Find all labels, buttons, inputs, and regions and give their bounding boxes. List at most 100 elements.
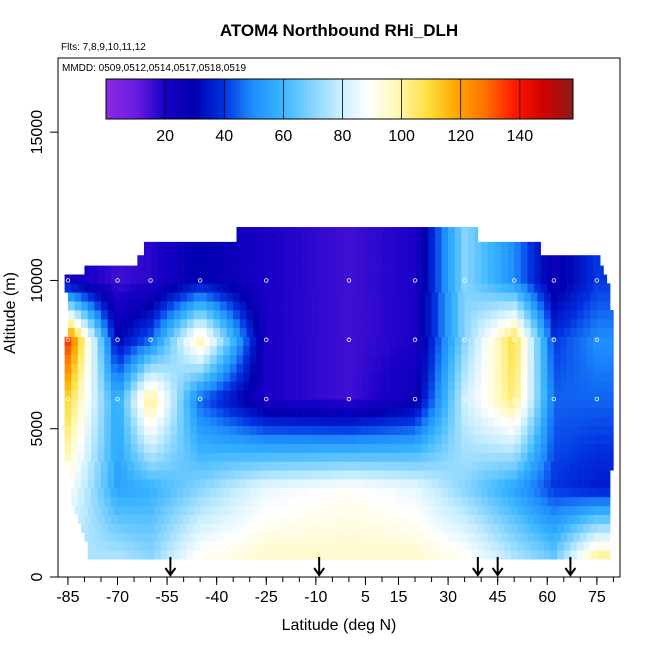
- heatmap-cell: [517, 461, 525, 471]
- heatmap-cell: [500, 255, 508, 266]
- heatmap-cell: [322, 390, 330, 400]
- heatmap-cell: [580, 452, 588, 462]
- heatmap-cell: [560, 354, 568, 364]
- heatmap-cell: [74, 318, 82, 329]
- heatmap-cell: [107, 318, 115, 329]
- heatmap-cell: [315, 283, 323, 293]
- heatmap-cell: [586, 452, 594, 462]
- heatmap-cell: [557, 470, 565, 480]
- heatmap-cell: [147, 470, 155, 480]
- colorbar-swatch: [249, 79, 253, 119]
- heatmap-cell: [299, 541, 307, 551]
- heatmap-cell: [229, 336, 237, 346]
- heatmap-cell: [458, 327, 465, 338]
- heatmap-cell: [269, 227, 277, 243]
- heatmap-cell: [547, 407, 555, 418]
- heatmap-cell: [553, 372, 561, 382]
- heatmap-cell: [117, 390, 125, 400]
- heatmap-cell: [322, 265, 330, 275]
- heatmap-cell: [216, 452, 224, 462]
- heatmap-cell: [236, 452, 244, 462]
- heatmap-cell: [398, 505, 406, 516]
- heatmap-cell: [543, 523, 551, 533]
- plot-frame: [57, 57, 621, 578]
- heatmap-cell: [593, 390, 601, 400]
- heatmap-cell: [454, 443, 462, 453]
- heatmap-cell: [305, 550, 313, 560]
- heatmap-cell: [547, 443, 555, 453]
- heatmap-cell: [600, 372, 608, 382]
- heatmap-cell: [395, 345, 403, 355]
- heatmap-cell: [424, 479, 432, 489]
- heatmap-cell: [434, 443, 442, 453]
- heatmap-cell: [299, 523, 307, 533]
- heatmap-cell: [388, 399, 396, 409]
- heatmap-cell: [329, 283, 336, 293]
- heatmap-cell: [461, 265, 469, 275]
- heatmap-cell: [464, 523, 472, 533]
- heatmap-cell: [216, 345, 224, 355]
- heatmap-cell: [243, 514, 251, 524]
- heatmap-cell: [143, 255, 151, 266]
- heatmap-cell: [87, 318, 95, 329]
- heatmap-cell: [381, 345, 389, 355]
- heatmap-cell: [547, 265, 555, 275]
- heatmap-cell: [243, 496, 251, 507]
- heatmap-cell: [163, 452, 171, 462]
- heatmap-cell: [494, 265, 502, 275]
- heatmap-cell: [577, 470, 584, 480]
- heatmap-cell: [431, 310, 439, 320]
- heatmap-cell: [471, 310, 479, 320]
- heatmap-cell: [391, 327, 399, 338]
- heatmap-cell: [239, 550, 247, 560]
- heatmap-cell: [193, 292, 201, 302]
- heatmap-cell: [520, 434, 528, 444]
- heatmap-cell: [114, 292, 122, 302]
- heatmap-cell: [401, 407, 409, 418]
- colorbar-swatch: [336, 79, 340, 119]
- heatmap-cell: [206, 292, 214, 302]
- heatmap-cell: [124, 416, 132, 427]
- heatmap-cell: [319, 310, 327, 320]
- heatmap-cell: [381, 416, 389, 427]
- heatmap-cell: [315, 443, 323, 453]
- heatmap-cell: [388, 443, 396, 453]
- heatmap-cell: [71, 381, 79, 391]
- heatmap-cell: [262, 354, 270, 364]
- heatmap-cell: [143, 443, 151, 453]
- heatmap-cell: [87, 470, 95, 480]
- heatmap-cell: [124, 372, 132, 382]
- heatmap-cell: [296, 514, 303, 524]
- x-tick-label: 45: [489, 589, 507, 606]
- heatmap-cell: [491, 327, 498, 338]
- heatmap-cell: [279, 310, 287, 320]
- heatmap-cell: [177, 399, 184, 409]
- heatmap-cell: [527, 274, 535, 284]
- heatmap-cell: [206, 301, 214, 311]
- heatmap-cell: [507, 354, 515, 364]
- heatmap-cell: [256, 425, 264, 435]
- heatmap-cell: [500, 514, 508, 524]
- heatmap-cell: [428, 255, 436, 266]
- heatmap-cell: [580, 372, 588, 382]
- heatmap-cell: [586, 390, 594, 400]
- heatmap-cell: [477, 505, 485, 516]
- heatmap-cell: [256, 496, 264, 507]
- heatmap-cell: [137, 336, 145, 346]
- heatmap-cell: [438, 292, 446, 302]
- heatmap-cell: [474, 336, 482, 346]
- heatmap-cell: [97, 390, 105, 400]
- heatmap-cell: [319, 505, 327, 516]
- heatmap-cell: [553, 532, 561, 542]
- heatmap-cell: [91, 336, 98, 346]
- heatmap-cell: [269, 372, 277, 382]
- colorbar-swatch: [441, 79, 445, 119]
- heatmap-cell: [335, 336, 343, 346]
- heatmap-cell: [577, 292, 584, 302]
- heatmap-cell: [547, 255, 555, 266]
- heatmap-cell: [272, 292, 280, 302]
- heatmap-cell: [348, 345, 356, 355]
- heatmap-cell: [157, 345, 165, 355]
- heatmap-cell: [507, 514, 515, 524]
- heatmap-cell: [67, 301, 75, 311]
